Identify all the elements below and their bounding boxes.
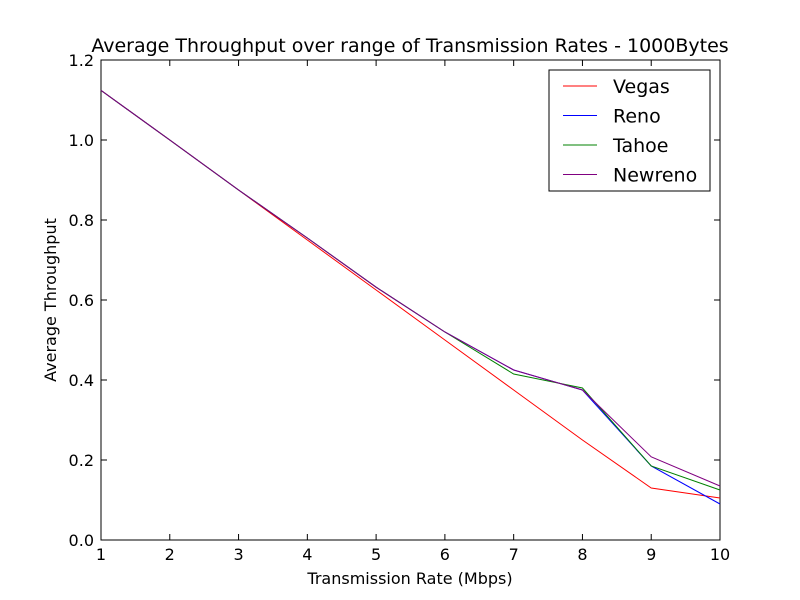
chart-title: Average Throughput over range of Transmi… [91,35,728,57]
x-tick-label: 7 [509,545,519,564]
legend-box [548,69,711,192]
y-tick-label: 0.4 [69,371,94,390]
legend-label-tahoe: Tahoe [612,135,668,157]
legend-label-newreno: Newreno [613,165,697,187]
x-tick-label: 3 [233,545,243,564]
x-tick-label: 4 [302,545,312,564]
y-tick-label: 0.0 [69,531,94,550]
y-tick-label: 0.2 [69,451,94,470]
x-tick-label: 2 [165,545,175,564]
y-tick-label: 0.6 [69,291,94,310]
legend-label-reno: Reno [613,106,661,128]
y-axis-label: Average Throughput [41,218,60,382]
x-tick-label: 5 [371,545,381,564]
y-tick-label: 1.0 [69,131,94,150]
x-tick-label: 8 [577,545,587,564]
x-tick-label: 9 [646,545,656,564]
y-tick-label: 0.8 [69,211,94,230]
legend-label-vegas: Vegas [613,76,670,98]
series-layer [100,89,721,505]
series-line-newreno [100,89,721,487]
y-tick-label: 1.2 [69,51,94,70]
y-axis: 0.0 0.2 0.4 0.6 0.8 1.0 1.2 [69,51,720,550]
legend: Vegas Reno Tahoe Newreno [548,69,711,192]
x-tick-label: 6 [440,545,450,564]
x-tick-label: 10 [710,545,730,564]
x-axis-label: Transmission Rate (Mbps) [306,569,512,588]
x-tick-label: 1 [96,545,106,564]
x-axis: 1 2 3 4 5 6 7 8 9 10 [96,60,730,564]
